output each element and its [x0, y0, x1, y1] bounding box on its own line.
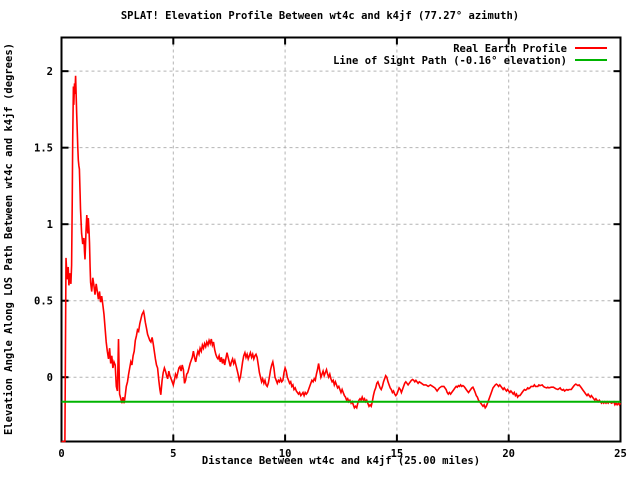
legend: Real Earth Profile Line of Sight Path (-… [333, 43, 607, 67]
chart-title: SPLAT! Elevation Profile Between wt4c an… [121, 10, 519, 22]
y-tick-label: 0.5 [34, 296, 53, 308]
x-tick-label: 25 [614, 448, 627, 460]
x-tick-label: 10 [279, 448, 292, 460]
legend-label-line-of-sight: Line of Sight Path (-0.16° elevation) [333, 55, 567, 67]
y-axis-label: Elevation Angle Along LOS Path Between w… [3, 43, 15, 435]
x-tick-label: 0 [58, 448, 64, 460]
y-tick-label: 1 [47, 219, 53, 231]
y-tick-label: 0 [47, 372, 53, 384]
real-earth-profile-line [61, 75, 622, 443]
x-axis-label: Distance Between wt4c and k4jf (25.00 mi… [202, 455, 480, 467]
legend-label-real-earth-profile: Real Earth Profile [453, 43, 567, 55]
y-tick-label: 2 [47, 66, 53, 78]
x-tick-label: 15 [391, 448, 404, 460]
x-tick-label: 20 [502, 448, 515, 460]
plot-area: 0 5 10 15 20 25 0 0.5 1 1.5 2 [34, 36, 627, 460]
y-tick-label: 1.5 [34, 143, 53, 155]
x-tick-label: 5 [170, 448, 176, 460]
